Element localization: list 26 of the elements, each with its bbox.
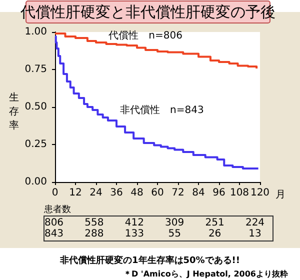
y-axis-title: 生存率 [9, 92, 19, 132]
x-tick-label: 48 [130, 188, 144, 198]
x-tick-label: 60 [151, 188, 164, 198]
x-tick-label: 36 [110, 188, 123, 198]
text: 非代償性肝硬変の1年生存率は50%である!! [58, 255, 240, 266]
text: 843 288 133 55 26 13 [44, 228, 262, 240]
series-label: 代償性 n=806 [108, 29, 182, 42]
y-tick-label: 0.50 [24, 102, 47, 112]
x-tick-label: 108 [230, 188, 250, 198]
x-tick-label: 0 [52, 188, 58, 198]
x-tick-label: 96 [212, 188, 226, 198]
y-tick-label: 1.00 [24, 26, 47, 38]
x-tick-label: 84 [192, 188, 205, 198]
series-label: 非代償性 n=843 [120, 104, 204, 116]
y-tick-label: 0.00 [24, 176, 47, 188]
x-tick-label: 24 [90, 188, 102, 198]
x-tick-label: 120 [250, 188, 270, 198]
text: 806 558 412 309 251 224 [44, 218, 265, 228]
x-tick-label: 72 [172, 188, 184, 198]
x-axis-title: 月 [275, 190, 286, 200]
x-tick-label: 12 [69, 188, 82, 198]
text: ＊D 'Amicoら、J Hepatol, 2006より抜粋 [123, 270, 288, 278]
y-tick-label: 0.75 [24, 64, 47, 75]
chart-title: 代償性肝硬変と非代償性肝硬変の予後 [20, 3, 276, 21]
y-tick-label: 0.25 [24, 139, 47, 150]
text: 患者数 [43, 204, 71, 215]
